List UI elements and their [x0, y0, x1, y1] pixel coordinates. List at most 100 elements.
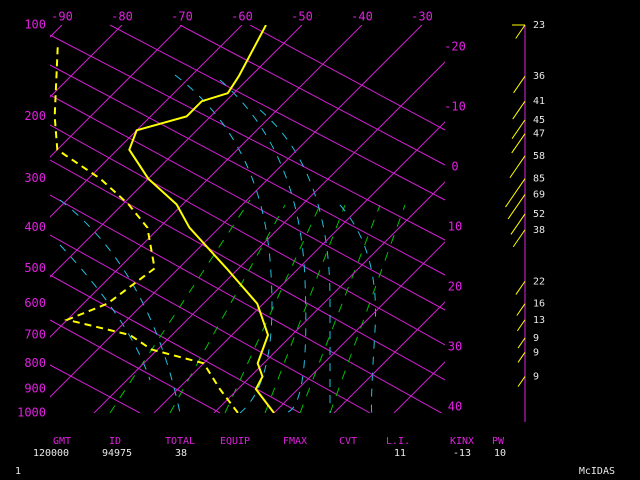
wind-barb — [517, 352, 526, 363]
moist-adiabat — [259, 109, 331, 413]
wind-speed-label: 58 — [533, 151, 545, 162]
index-label: CVT — [339, 436, 357, 447]
wind-speed-label: 9 — [533, 371, 539, 382]
temperature-tick-label: -60 — [231, 10, 253, 24]
wind-speed-label: 36 — [533, 71, 545, 82]
wind-speed-label: 13 — [533, 315, 545, 326]
pressure-tick-label: 500 — [24, 261, 46, 275]
adiabat — [50, 274, 301, 413]
index-value: 11 — [394, 448, 406, 459]
adiabat — [179, 25, 445, 166]
wind-speed-label: 22 — [533, 276, 545, 287]
wind-barb — [515, 280, 526, 295]
isotherm — [50, 25, 243, 218]
mixing-line — [224, 204, 321, 413]
temperature-tick-label: -90 — [51, 10, 73, 24]
wind-speed-label: 38 — [533, 225, 545, 236]
isotherm — [333, 301, 445, 413]
adiabat — [50, 364, 141, 413]
wind-speed-label: 9 — [533, 347, 539, 358]
wind-barb — [512, 100, 526, 120]
page-number: 1 — [15, 466, 21, 477]
wind-speed-label: 9 — [533, 333, 539, 344]
wind-speed-label: 52 — [533, 209, 545, 220]
temperature-tick-label: -50 — [291, 10, 313, 24]
wind-barb — [516, 319, 526, 332]
isotherm — [50, 25, 363, 338]
adiabat — [249, 25, 445, 131]
pressure-tick-label: 800 — [24, 356, 46, 370]
wind-barb — [511, 133, 526, 154]
index-label: TOTAL — [165, 436, 195, 447]
mixing-line — [264, 204, 346, 413]
wind-barb — [512, 229, 526, 248]
isotherm — [153, 121, 445, 413]
pressure-tick-label: 900 — [24, 382, 46, 396]
wind-barb — [515, 24, 526, 39]
index-label: ID — [109, 436, 121, 447]
pressure-tick-label: 1000 — [17, 406, 46, 420]
dewpoint-trace — [53, 47, 239, 413]
isotherm — [50, 25, 423, 398]
pressure-tick-label: 400 — [24, 220, 46, 234]
adiabat — [50, 64, 445, 276]
mixing-line — [299, 204, 381, 413]
wind-barb — [511, 119, 526, 139]
isotherm — [50, 25, 183, 158]
mixing-line — [329, 204, 406, 413]
wind-barb — [505, 178, 526, 208]
index-label: KINX — [450, 436, 474, 447]
temperature-tick-label: -70 — [171, 10, 193, 24]
index-label: EQUIP — [220, 436, 250, 447]
wind-barb — [517, 376, 526, 387]
wind-barb — [517, 337, 526, 349]
temperature-trace — [128, 25, 275, 413]
index-label: PW — [492, 436, 505, 447]
pressure-tick-label: 300 — [24, 171, 46, 185]
temperature-tick-label: -30 — [411, 10, 433, 24]
isotherm — [93, 61, 445, 413]
adiabat — [50, 319, 221, 413]
wind-speed-label: 41 — [533, 96, 545, 107]
wind-barb — [509, 155, 526, 179]
isotherm — [50, 25, 303, 278]
wind-speed-label: 85 — [533, 174, 545, 185]
adiabat — [50, 234, 371, 413]
adiabat — [50, 94, 445, 311]
moist-adiabat — [59, 244, 151, 381]
index-label: L.I. — [386, 436, 410, 447]
adiabat — [50, 159, 445, 381]
pressure-tick-label: 100 — [24, 18, 46, 32]
index-value: -13 — [453, 448, 471, 459]
brand: McIDAS — [579, 466, 615, 477]
temperature-tick-label: -40 — [351, 10, 373, 24]
wind-speed-label: 16 — [533, 299, 545, 310]
isotherm — [50, 25, 123, 98]
temperature-tick-label: 30 — [448, 340, 462, 354]
wind-barb — [507, 194, 526, 220]
temperature-tick-label: 40 — [448, 400, 462, 414]
isotherms — [50, 25, 445, 413]
temperature-tick-label: 10 — [448, 220, 462, 234]
moist-adiabat — [339, 204, 377, 413]
mixing-line — [109, 199, 251, 413]
isotherm — [213, 181, 445, 413]
index-value: 120000 — [33, 448, 69, 459]
temperature-tick-label: 20 — [448, 280, 462, 294]
moist-adiabat — [59, 199, 181, 413]
isotherm — [273, 241, 445, 413]
wind-speed-label: 47 — [533, 129, 545, 140]
wind-barb — [510, 213, 526, 235]
wind-speed-label: 23 — [533, 20, 545, 31]
pressure-tick-label: 700 — [24, 327, 46, 341]
wind-speed-label: 45 — [533, 115, 545, 126]
index-label: GMT — [53, 436, 71, 447]
adiabat — [50, 194, 443, 413]
temperature-tick-label: -80 — [111, 10, 133, 24]
temperature-tick-label: -20 — [444, 40, 466, 54]
index-value: 38 — [175, 448, 187, 459]
pressure-tick-label: 600 — [24, 296, 46, 310]
adiabat — [109, 25, 445, 201]
